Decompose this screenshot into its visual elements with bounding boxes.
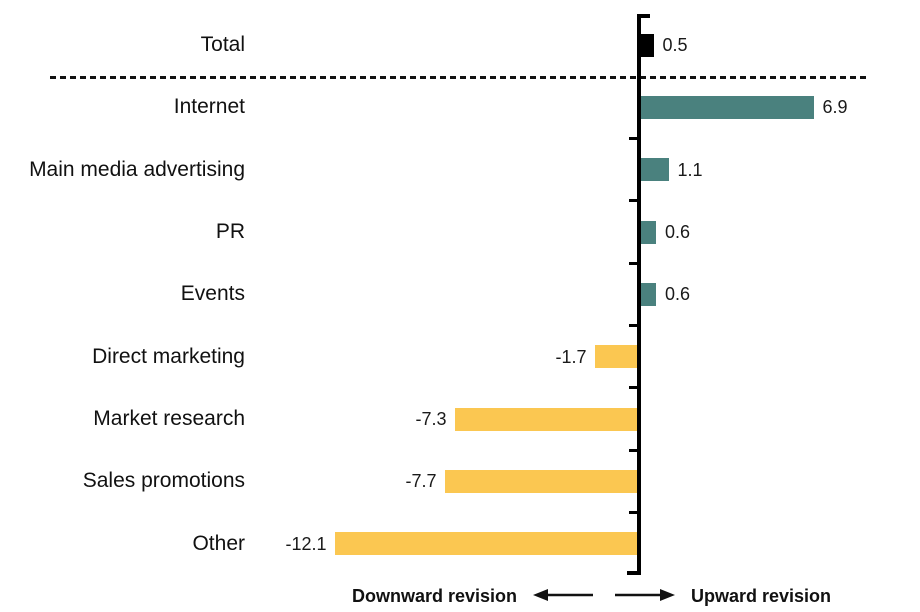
bar: [641, 95, 814, 119]
axis-tick: [629, 448, 637, 452]
axis-tick: [629, 261, 637, 265]
bar: [641, 158, 669, 182]
category-label: Main media advertising: [29, 157, 245, 181]
value-label: 6.9: [822, 97, 848, 118]
axis-bottom-tick: [627, 571, 641, 575]
axis-tick: [629, 199, 637, 203]
category-label: Direct marketing: [92, 344, 245, 368]
value-label: -12.1: [285, 533, 327, 554]
upward-revision-label: Upward revision: [691, 586, 832, 606]
value-label: 0.6: [665, 222, 691, 243]
axis-top-tick: [637, 14, 650, 18]
zero-baseline-axis: [637, 14, 641, 575]
total-separator-dashed-line: [50, 76, 868, 79]
bar: [641, 220, 656, 244]
category-label: Total: [200, 33, 245, 57]
left-arrow-icon: [533, 589, 593, 601]
downward-revision-label: Downward revision: [351, 586, 517, 606]
axis-tick: [629, 511, 637, 515]
value-label: 0.5: [662, 35, 688, 56]
category-label: Events: [180, 282, 245, 306]
category-label: Internet: [173, 95, 245, 119]
bar: [454, 407, 637, 431]
axis-tick: [629, 137, 637, 141]
axis-tick: [629, 324, 637, 328]
bar: [641, 282, 656, 306]
category-label: Other: [192, 531, 245, 555]
bar: [594, 345, 637, 369]
category-label: Market research: [93, 407, 245, 431]
bar: [444, 469, 637, 493]
axis-tick: [629, 386, 637, 390]
right-arrow-icon: [615, 589, 675, 601]
bar: [334, 532, 637, 556]
category-label: PR: [215, 220, 245, 244]
value-label: 0.6: [665, 284, 691, 305]
value-label: 1.1: [677, 159, 703, 180]
value-label: -1.7: [555, 346, 587, 367]
value-label: -7.3: [415, 409, 447, 430]
value-label: -7.7: [405, 471, 437, 492]
bar: [641, 33, 654, 57]
category-label: Sales promotions: [82, 469, 245, 493]
